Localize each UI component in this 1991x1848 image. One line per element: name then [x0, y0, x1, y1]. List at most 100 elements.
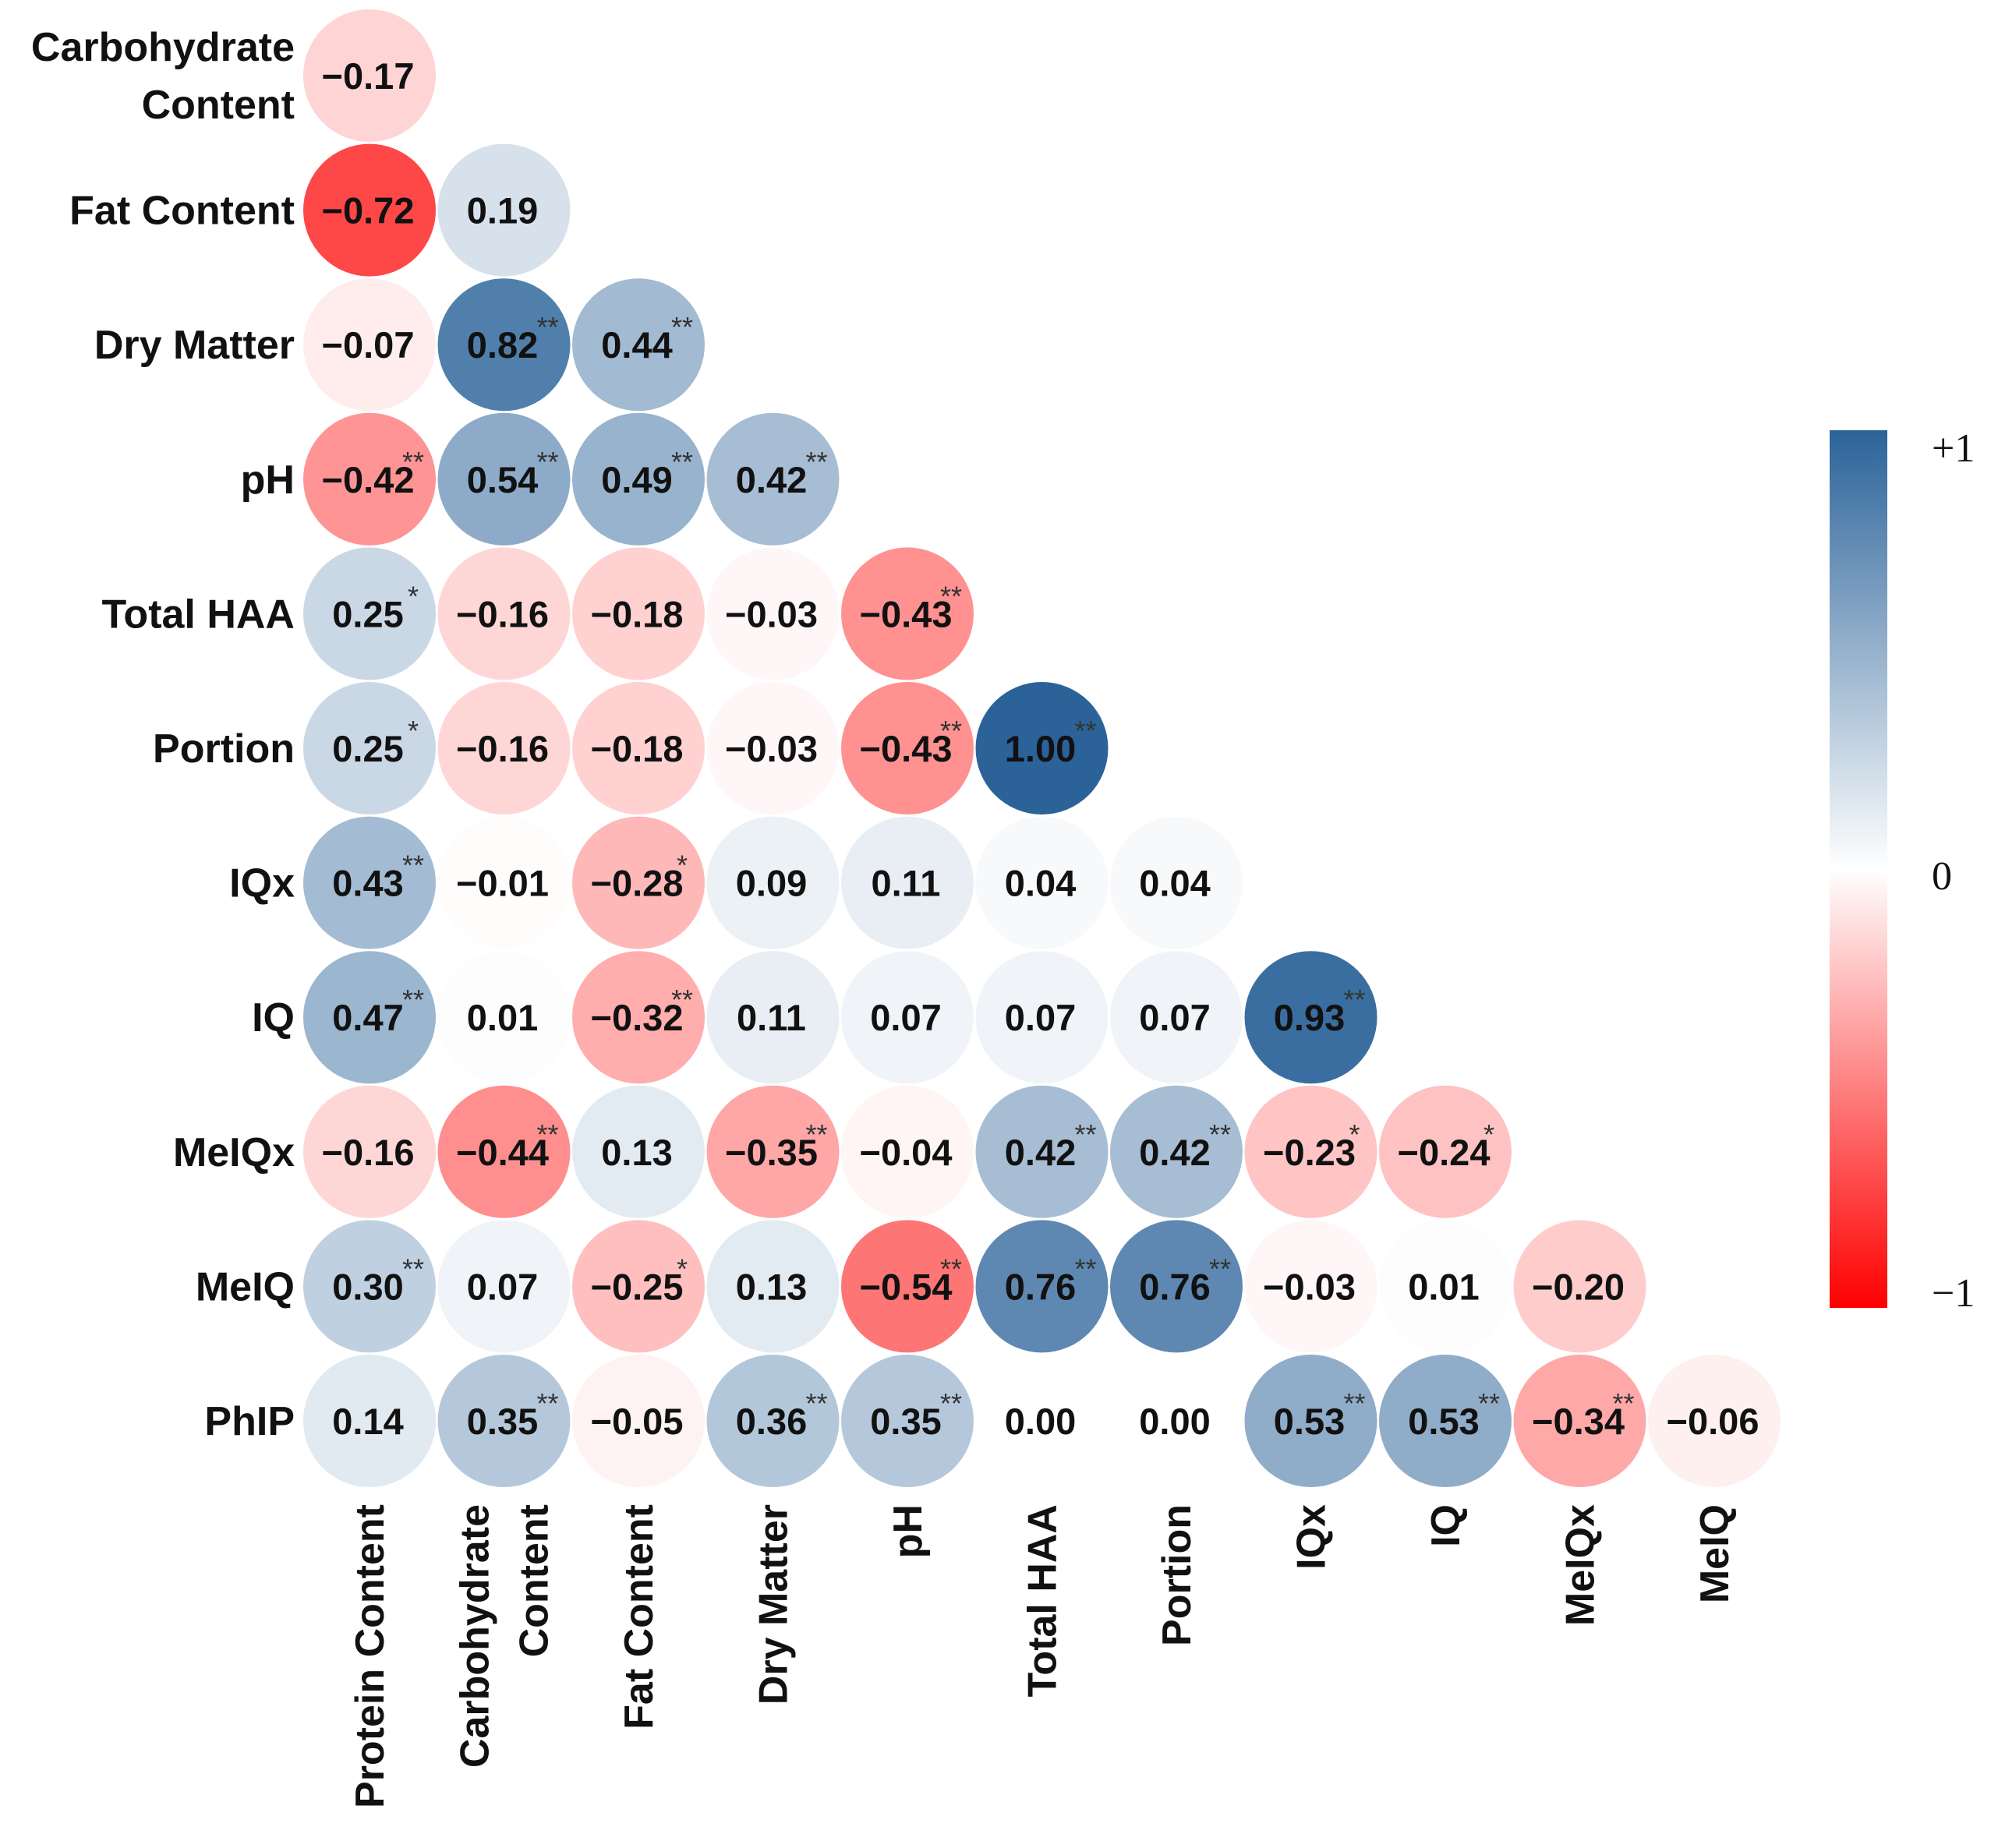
correlation-circle — [706, 1085, 840, 1218]
significance-marker: * — [677, 1253, 688, 1284]
correlation-cell: −0.34** — [1513, 1355, 1646, 1487]
significance-marker: ** — [940, 1253, 962, 1284]
correlation-circle — [437, 278, 571, 412]
correlation-cell: −0.44** — [437, 1085, 571, 1218]
correlation-value: 1.00 — [1005, 728, 1076, 769]
correlation-cell: 0.42** — [975, 1085, 1109, 1218]
correlation-cell: −0.17 — [303, 9, 436, 142]
correlation-circle — [975, 951, 1109, 1084]
correlation-cell: 0.42** — [1110, 1085, 1243, 1218]
correlation-cell: −0.03 — [1244, 1220, 1377, 1353]
correlation-cell: 0.49** — [572, 412, 705, 546]
correlation-cell: 0.44** — [572, 278, 705, 412]
correlation-circle — [706, 547, 840, 680]
significance-marker: ** — [1074, 1118, 1096, 1150]
correlation-value: −0.16 — [456, 593, 549, 634]
column-label: Carbohydrate Content — [453, 1504, 557, 1768]
correlation-cell: 0.76** — [975, 1220, 1109, 1353]
correlation-cell: −0.35** — [706, 1085, 840, 1218]
correlation-value: 0.07 — [1005, 997, 1076, 1038]
column-label: IQx — [1289, 1504, 1335, 1570]
correlation-cell: −0.43** — [841, 682, 974, 814]
correlation-circle — [841, 547, 974, 680]
significance-marker: ** — [536, 446, 558, 478]
correlation-cell: −0.07 — [303, 278, 436, 412]
correlation-cell: 0.07 — [1110, 951, 1243, 1084]
significance-marker: ** — [1612, 1387, 1634, 1419]
row-label: Dry Matter — [94, 323, 295, 368]
significance-marker: ** — [1478, 1387, 1500, 1419]
correlation-value: 0.36 — [736, 1401, 807, 1442]
correlation-cell: −0.20 — [1513, 1220, 1646, 1353]
correlation-circle — [1648, 1355, 1781, 1487]
correlation-value: 0.14 — [332, 1401, 403, 1442]
correlation-value: 0.35 — [467, 1401, 538, 1442]
correlation-value: −0.07 — [322, 324, 415, 366]
correlation-value: −0.54 — [860, 1266, 953, 1307]
correlation-value: −0.06 — [1667, 1401, 1759, 1442]
significance-marker: ** — [1343, 1387, 1365, 1419]
significance-marker: ** — [402, 446, 424, 478]
correlation-cell: 0.13 — [572, 1085, 705, 1218]
correlation-cell: −0.03 — [706, 547, 840, 680]
correlation-cell: −0.01 — [437, 816, 571, 949]
significance-marker: ** — [1074, 1253, 1096, 1284]
significance-marker: ** — [940, 580, 962, 612]
correlation-circle — [706, 951, 840, 1084]
significance-marker: ** — [671, 311, 693, 343]
correlation-circle — [1110, 951, 1243, 1084]
correlation-circle — [572, 1355, 705, 1487]
correlation-circle — [975, 1355, 1109, 1487]
row-label: Total HAA — [102, 592, 295, 637]
correlation-value: 0.43 — [332, 863, 403, 904]
correlation-value: 0.09 — [736, 863, 807, 904]
significance-marker: ** — [671, 446, 693, 478]
correlation-cell: −0.28* — [572, 816, 705, 949]
correlation-value: −0.18 — [591, 593, 684, 634]
correlation-circle — [706, 816, 840, 949]
column-label-text: IQ — [1423, 1504, 1469, 1547]
correlation-circle — [1110, 1355, 1243, 1487]
column-label-text: pH — [886, 1504, 931, 1558]
correlation-circle — [841, 951, 974, 1084]
correlation-value: 0.54 — [467, 459, 538, 500]
correlation-value: −0.25 — [591, 1266, 684, 1307]
column-label: Total HAA — [1020, 1504, 1066, 1697]
significance-marker: ** — [671, 984, 693, 1016]
correlation-cell: 0.25 * — [303, 682, 436, 814]
correlation-value: −0.16 — [322, 1132, 415, 1173]
column-label: pH — [886, 1504, 931, 1558]
correlation-value: −0.05 — [591, 1401, 684, 1442]
correlation-cell: 0.00 — [975, 1355, 1109, 1487]
correlation-value: −0.04 — [860, 1132, 953, 1173]
significance-marker: ** — [1209, 1118, 1231, 1150]
significance-marker: ** — [536, 311, 558, 343]
row-label: pH — [241, 458, 295, 503]
correlation-cell: −0.43** — [841, 547, 974, 680]
column-label-text: Carbohydrate Content — [453, 1504, 557, 1768]
correlation-circle — [572, 1085, 705, 1218]
correlation-circle — [1513, 1220, 1646, 1353]
correlation-cell: −0.16 — [437, 682, 571, 814]
correlation-cell: 0.11 — [841, 816, 974, 949]
correlation-circle — [841, 682, 974, 814]
correlation-circle — [706, 682, 840, 814]
correlation-cell: 0.82** — [437, 278, 571, 412]
correlation-value: −0.03 — [1263, 1266, 1356, 1307]
correlation-value: −0.17 — [322, 55, 415, 97]
row-label: Carbohydrate Content — [31, 25, 295, 128]
color-scale-bar — [1830, 430, 1887, 1308]
correlation-value: −0.16 — [456, 728, 549, 769]
correlation-value: −0.20 — [1532, 1266, 1625, 1307]
correlation-cell: −0.16 — [437, 547, 571, 680]
significance-marker: * — [408, 580, 419, 612]
correlation-cell: 0.53** — [1379, 1355, 1512, 1487]
correlation-circle — [572, 1220, 705, 1353]
correlation-value: −0.35 — [725, 1132, 818, 1173]
correlation-cell: 0.13 — [706, 1220, 840, 1353]
correlation-value: −0.24 — [1398, 1132, 1491, 1173]
correlation-cell: −0.24* — [1379, 1085, 1512, 1218]
significance-marker: ** — [940, 1387, 962, 1419]
correlation-circle — [1513, 1355, 1646, 1487]
correlation-value: −0.44 — [456, 1132, 549, 1173]
